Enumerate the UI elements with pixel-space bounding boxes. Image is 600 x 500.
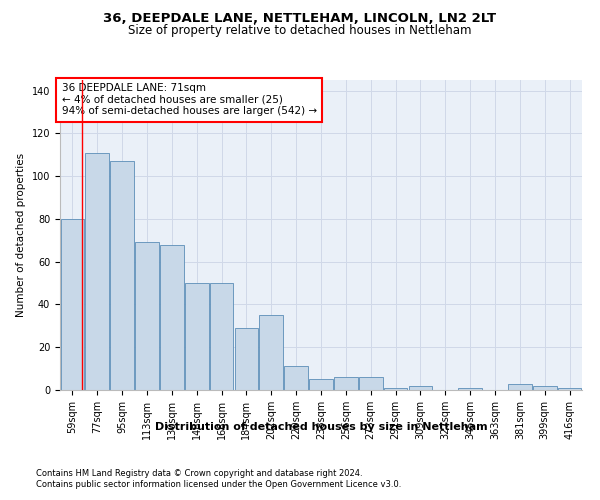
Text: Contains HM Land Registry data © Crown copyright and database right 2024.: Contains HM Land Registry data © Crown c…: [36, 468, 362, 477]
Bar: [259, 315, 283, 390]
Bar: [334, 377, 358, 390]
Bar: [508, 384, 532, 390]
Bar: [185, 283, 209, 390]
Text: Size of property relative to detached houses in Nettleham: Size of property relative to detached ho…: [128, 24, 472, 37]
Bar: [409, 386, 432, 390]
Text: 36 DEEPDALE LANE: 71sqm
← 4% of detached houses are smaller (25)
94% of semi-det: 36 DEEPDALE LANE: 71sqm ← 4% of detached…: [62, 83, 317, 116]
Text: 36, DEEPDALE LANE, NETTLEHAM, LINCOLN, LN2 2LT: 36, DEEPDALE LANE, NETTLEHAM, LINCOLN, L…: [103, 12, 497, 26]
Bar: [558, 388, 581, 390]
Text: Contains public sector information licensed under the Open Government Licence v3: Contains public sector information licen…: [36, 480, 401, 489]
Bar: [284, 366, 308, 390]
Text: Distribution of detached houses by size in Nettleham: Distribution of detached houses by size …: [155, 422, 487, 432]
Bar: [210, 283, 233, 390]
Bar: [533, 386, 557, 390]
Bar: [135, 242, 159, 390]
Bar: [110, 161, 134, 390]
Bar: [384, 388, 407, 390]
Bar: [61, 219, 84, 390]
Bar: [359, 377, 383, 390]
Bar: [235, 328, 258, 390]
Bar: [309, 380, 333, 390]
Y-axis label: Number of detached properties: Number of detached properties: [16, 153, 26, 317]
Bar: [160, 244, 184, 390]
Bar: [458, 388, 482, 390]
Bar: [85, 152, 109, 390]
